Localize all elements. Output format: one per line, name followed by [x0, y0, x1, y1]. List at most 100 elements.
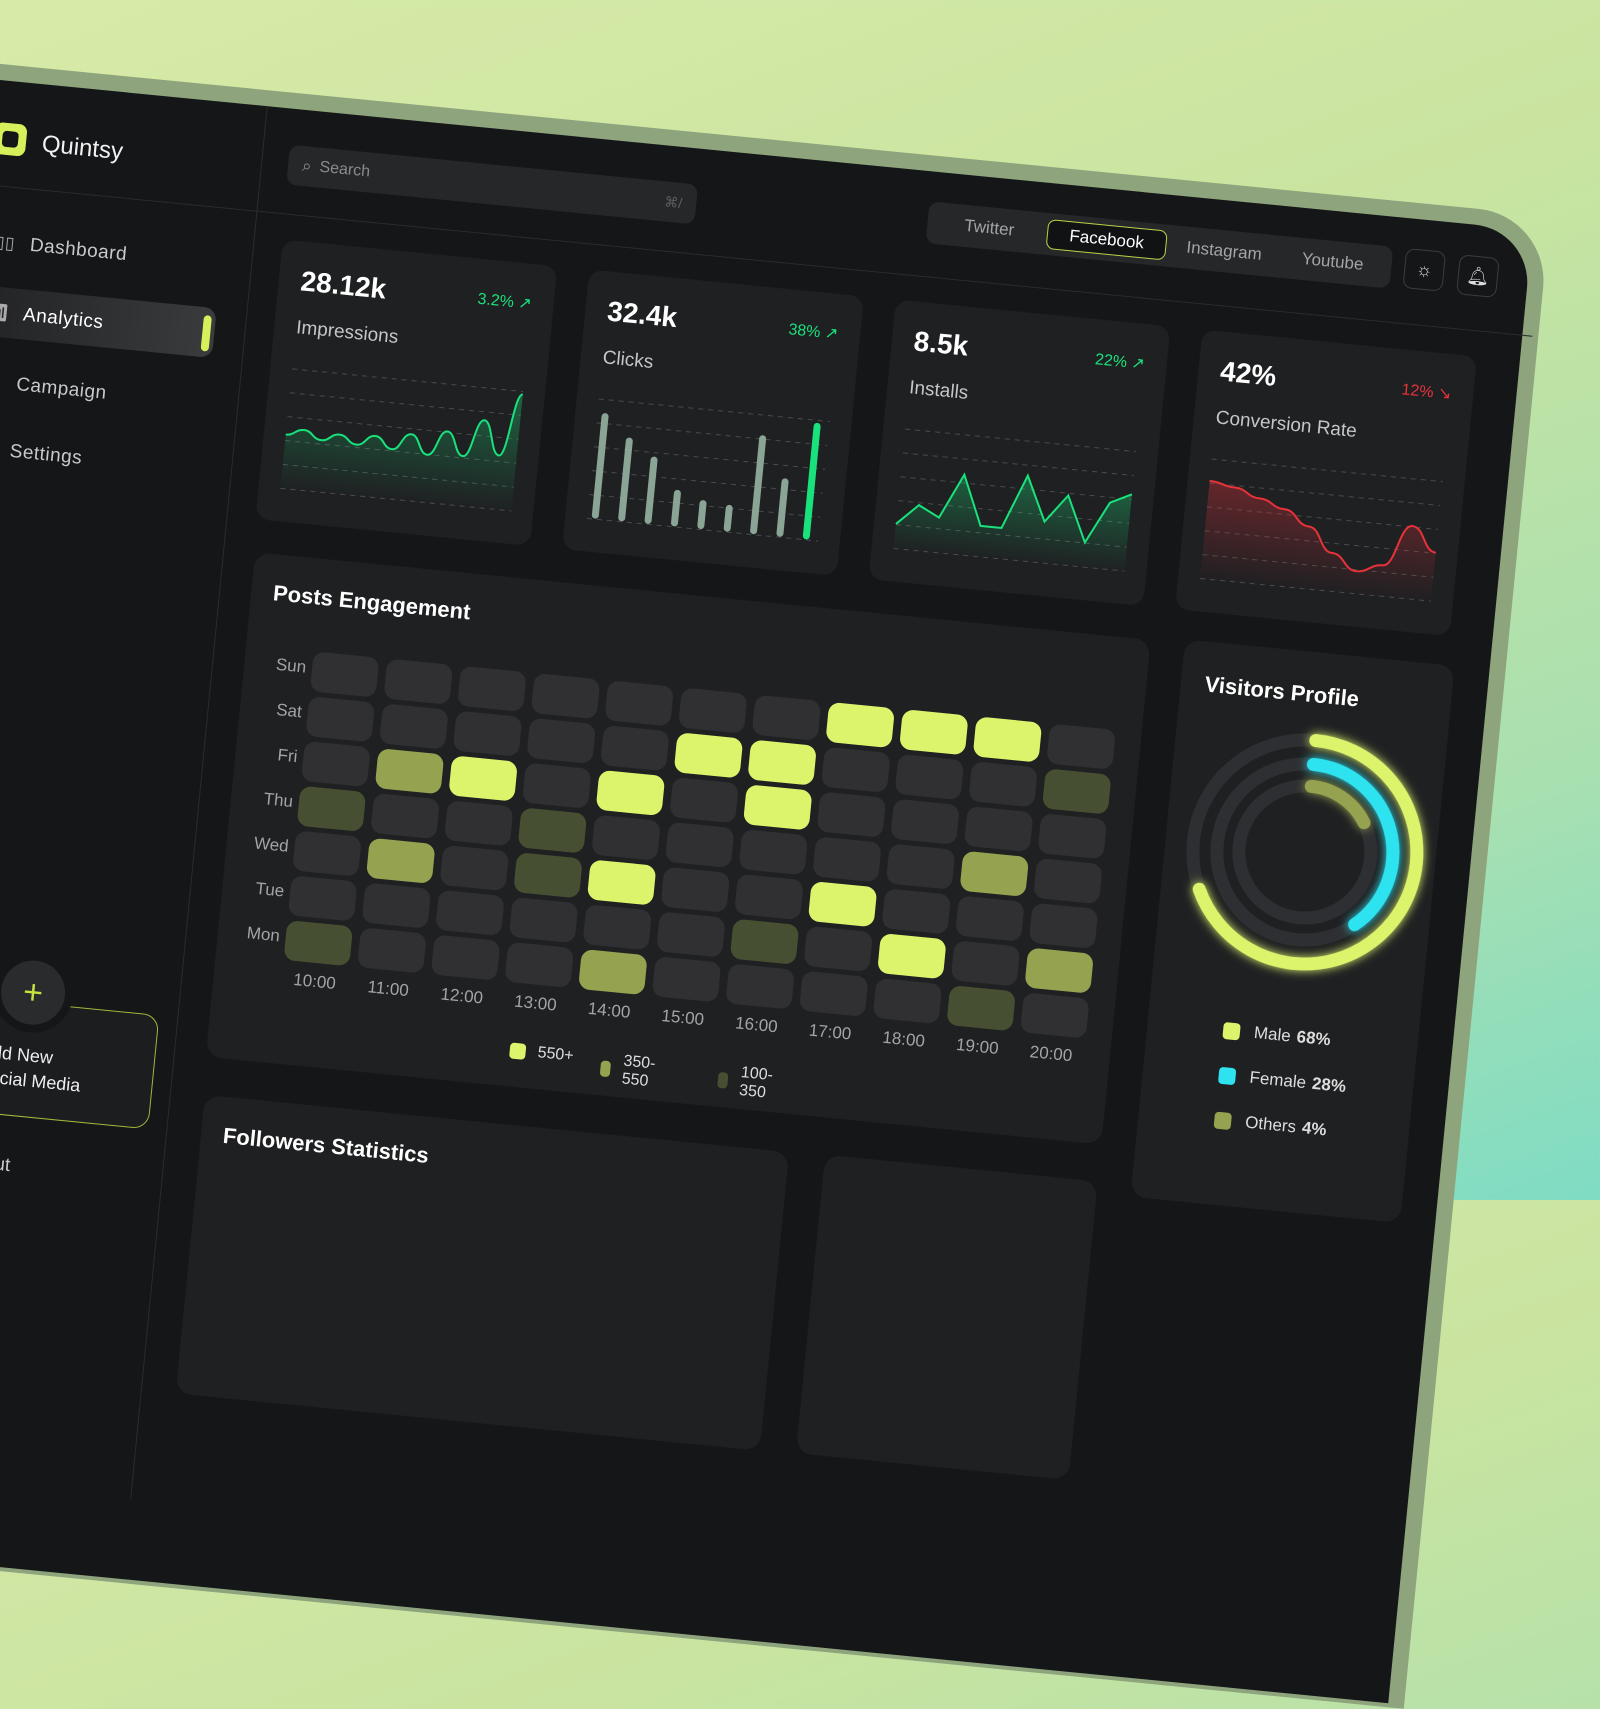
legend-value: 28% — [1311, 1073, 1347, 1097]
heatmap-cell[interactable] — [894, 753, 965, 801]
heatmap-cell[interactable] — [452, 710, 523, 757]
legend-label: 100-350 — [738, 1064, 774, 1102]
heatmap-cell[interactable] — [1037, 813, 1108, 860]
heatmap-cell[interactable] — [660, 866, 731, 913]
notifications-button[interactable]: 🔔︎ — [1456, 254, 1500, 299]
heatmap-cell[interactable] — [595, 769, 666, 817]
heatmap-cell[interactable] — [968, 761, 1038, 808]
heatmap-cell[interactable] — [742, 784, 813, 831]
heatmap-cell[interactable] — [526, 717, 596, 765]
heatmap-cell[interactable] — [457, 665, 527, 713]
bar — [591, 413, 609, 519]
heatmap-cell[interactable] — [448, 755, 518, 802]
plus-icon: + — [21, 972, 45, 1012]
heatmap-cell[interactable] — [725, 963, 795, 1010]
heatmap-cell[interactable] — [729, 918, 800, 965]
heatmap-cell[interactable] — [517, 807, 588, 854]
heatmap-cell[interactable] — [1024, 947, 1094, 994]
legend-label: Male — [1253, 1022, 1292, 1046]
heatmap-cell[interactable] — [678, 687, 748, 734]
heatmap-cell[interactable] — [963, 805, 1034, 853]
heatmap-cell[interactable] — [751, 694, 822, 741]
heatmap-cell[interactable] — [664, 821, 735, 869]
heatmap-cell[interactable] — [946, 985, 1016, 1032]
heatmap-cell[interactable] — [820, 746, 891, 793]
heatmap-cell[interactable] — [899, 709, 969, 756]
hour-label: 18:00 — [881, 1027, 926, 1051]
grid-line — [900, 476, 1132, 500]
grid-line — [1207, 506, 1439, 530]
heatmap-cell[interactable] — [950, 940, 1021, 987]
legend-swatch — [1222, 1021, 1241, 1041]
heatmap-cell[interactable] — [881, 888, 952, 935]
heatmap-cell[interactable] — [738, 829, 809, 876]
heatmap-cell[interactable] — [812, 836, 882, 883]
heatmap-cell[interactable] — [591, 814, 661, 861]
heatmap-cell[interactable] — [435, 889, 505, 936]
heatmap-cell[interactable] — [296, 785, 367, 832]
heatmap-cell[interactable] — [578, 948, 648, 996]
heatmap-cell[interactable] — [885, 843, 956, 890]
heatmap-cell[interactable] — [1046, 723, 1116, 770]
heatmap-cell[interactable] — [582, 904, 653, 951]
heatmap-cell[interactable] — [656, 911, 726, 958]
grid-line — [1211, 458, 1443, 483]
heatmap-cell[interactable] — [361, 882, 432, 929]
heatmap-cell[interactable] — [287, 875, 358, 922]
heatmap-cell[interactable] — [1019, 992, 1090, 1039]
heatmap-cell[interactable] — [825, 701, 895, 749]
heatmap-cell[interactable] — [955, 895, 1025, 942]
heatmap-cell[interactable] — [430, 934, 501, 981]
heatmap-cell[interactable] — [374, 748, 445, 795]
heatmap-cell[interactable] — [669, 777, 739, 824]
heatmap-cell[interactable] — [365, 837, 436, 884]
heatmap-cell[interactable] — [872, 977, 943, 1025]
heatmap-cell[interactable] — [747, 739, 817, 786]
heatmap-cell[interactable] — [383, 658, 454, 705]
heatmap-cell[interactable] — [301, 740, 371, 788]
heatmap-cell[interactable] — [604, 680, 675, 727]
heatmap-cell[interactable] — [673, 732, 744, 779]
heatmap-cell[interactable] — [504, 941, 575, 988]
theme-toggle-button[interactable]: ☼ — [1402, 248, 1447, 292]
heatmap-cell[interactable] — [530, 673, 601, 720]
tab-instagram[interactable]: Instagram — [1185, 237, 1263, 264]
tab-youtube[interactable]: Youtube — [1300, 248, 1365, 274]
heatmap-cell[interactable] — [508, 896, 579, 944]
day-label: Fri — [276, 745, 299, 767]
heatmap-cell[interactable] — [379, 703, 449, 750]
heatmap-cell[interactable] — [309, 651, 380, 698]
hour-label: 17:00 — [807, 1020, 853, 1044]
heatmap-cell[interactable] — [292, 830, 362, 877]
heatmap-cell[interactable] — [803, 925, 874, 973]
heatmap-cell[interactable] — [816, 791, 887, 838]
heatmap-cell[interactable] — [600, 725, 670, 772]
heatmap-cell[interactable] — [370, 792, 440, 840]
heatmap-cell[interactable] — [799, 970, 869, 1017]
legend-swatch — [599, 1060, 612, 1078]
heatmap-cell[interactable] — [283, 920, 354, 967]
hour-label: 15:00 — [660, 1006, 705, 1030]
heatmap-cell[interactable] — [513, 852, 583, 899]
heatmap-cell[interactable] — [807, 881, 878, 928]
heatmap-cell[interactable] — [1028, 902, 1099, 949]
heatmap-cell[interactable] — [586, 859, 657, 906]
heatmap-cell[interactable] — [972, 716, 1043, 763]
heatmap-cell[interactable] — [651, 956, 722, 1003]
tab-facebook[interactable]: Facebook — [1045, 218, 1168, 261]
heatmap-cell[interactable] — [305, 696, 376, 743]
heatmap-cell[interactable] — [1033, 857, 1103, 905]
heatmap-cell[interactable] — [357, 927, 427, 974]
heatmap-cell[interactable] — [877, 933, 947, 980]
heatmap-cell[interactable] — [734, 873, 804, 921]
heatmap-cell[interactable] — [521, 762, 592, 809]
followers-statistics-panel: Followers Statistics — [175, 1094, 790, 1451]
series-line — [1209, 479, 1437, 573]
visitors-profile-title: Visitors Profile — [1203, 671, 1361, 712]
heatmap-cell[interactable] — [890, 798, 960, 845]
heatmap-cell[interactable] — [959, 850, 1030, 897]
heatmap-cell[interactable] — [443, 800, 514, 847]
tab-twitter[interactable]: Twitter — [963, 215, 1016, 240]
heatmap-cell[interactable] — [1041, 768, 1112, 815]
heatmap-cell[interactable] — [439, 844, 510, 892]
